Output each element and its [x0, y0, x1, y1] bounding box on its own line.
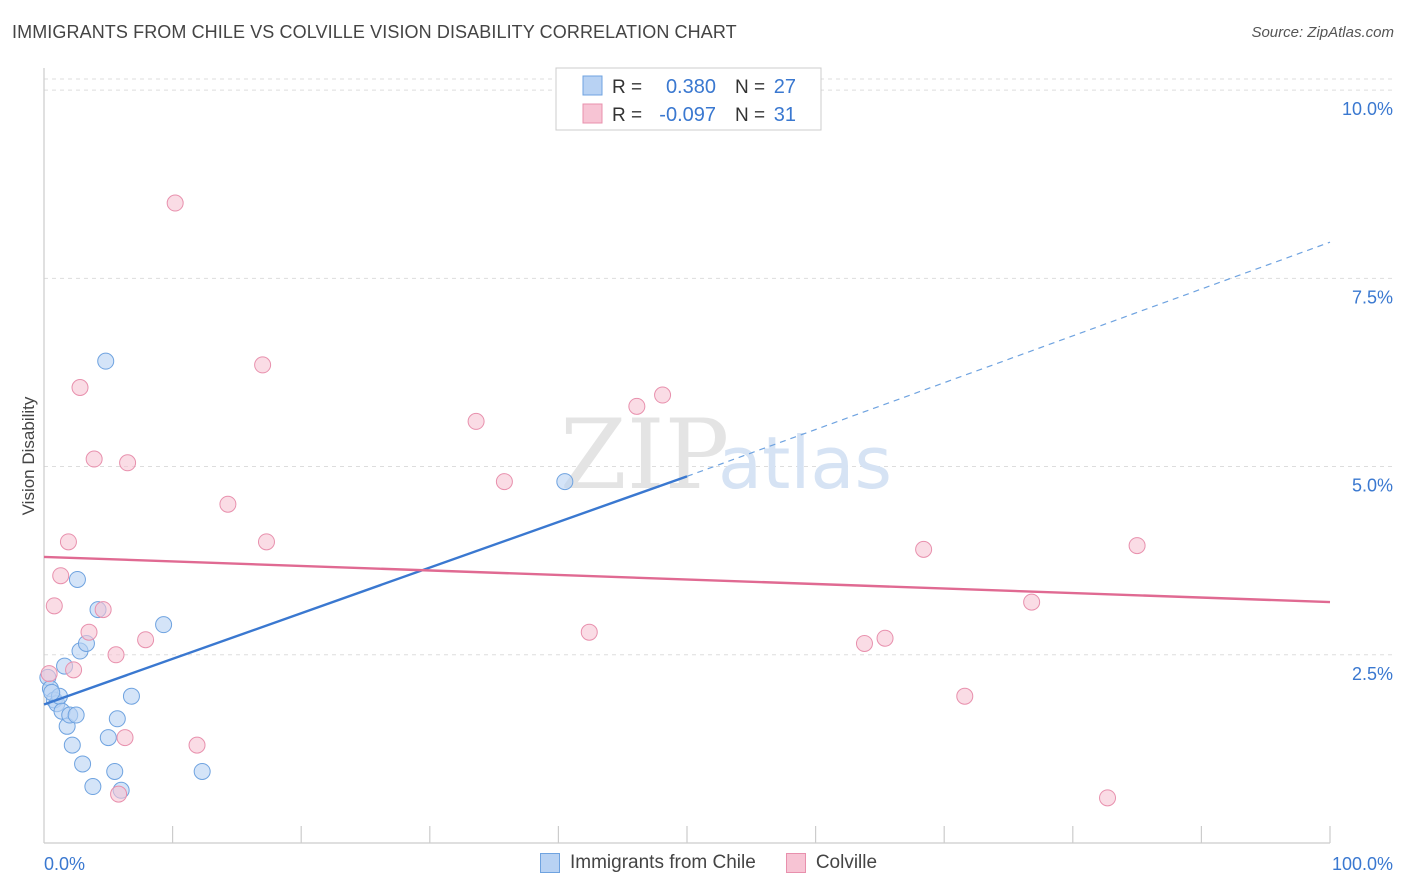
chile-point [108, 710, 126, 728]
chile-point [43, 683, 61, 701]
colville-point [85, 450, 103, 468]
watermark-zip: ZIP [560, 399, 729, 511]
x-tick-label-end: 100.0% [1332, 854, 1393, 874]
watermark-atlas: atlas [718, 421, 892, 505]
chile-point [67, 706, 85, 724]
data-points [39, 194, 1146, 807]
colville-point [876, 629, 894, 647]
axes: 2.5% 5.0% 7.5% 10.0% [43, 68, 1393, 844]
watermark: ZIP atlas [560, 399, 892, 511]
chile-point [556, 473, 574, 491]
colville-point [52, 567, 70, 585]
colville-point [1099, 789, 1117, 807]
colville-point [254, 356, 272, 374]
legend-item-colville: Colville [785, 852, 878, 874]
chart-title: IMMIGRANTS FROM CHILE VS COLVILLE VISION… [12, 22, 737, 42]
legend-r-value-blue: 0.380 [666, 76, 716, 98]
chile-trend-extension [686, 241, 1331, 477]
legend-swatch-chile [540, 853, 560, 873]
chile-point [106, 762, 124, 780]
y-tick-label: 7.5% [1352, 287, 1393, 307]
colville-point [116, 729, 134, 747]
colville-trend-line [43, 555, 1331, 604]
colville-point [80, 623, 98, 641]
chile-trend-line [43, 475, 688, 706]
legend-swatch-colville [785, 853, 806, 873]
colville-point [1128, 537, 1146, 555]
colville-point [59, 533, 77, 551]
chile-point [97, 352, 115, 370]
y-axis-label: Vision Disability [19, 396, 38, 515]
legend-swatch-pink [582, 103, 603, 124]
y-tick-label: 10.0% [1342, 99, 1393, 119]
colville-point [855, 634, 873, 652]
legend-box: R = 0.380 N = 27 R = -0.097 N = 31 [555, 67, 822, 131]
chile-point [193, 762, 211, 780]
colville-point [219, 495, 237, 513]
chile-point [63, 736, 81, 754]
colville-point [467, 412, 485, 430]
source-label: Source: ZipAtlas.com [1251, 24, 1394, 41]
colville-point [654, 386, 672, 404]
colville-point [71, 379, 89, 397]
colville-point [580, 623, 598, 641]
colville-point [107, 646, 125, 664]
colville-point [45, 597, 63, 615]
colville-point [915, 540, 933, 558]
colville-point [956, 687, 974, 705]
colville-point [65, 661, 83, 679]
colville-point [257, 533, 275, 551]
legend-n-value-pink: 31 [774, 104, 796, 126]
colville-point [166, 194, 184, 212]
legend-label-colville: Colville [815, 852, 878, 873]
colville-point [110, 785, 128, 803]
legend-r-value-pink: -0.097 [659, 104, 716, 126]
y-tick-label: 5.0% [1352, 476, 1393, 496]
colville-point [137, 631, 155, 649]
colville-point [40, 665, 58, 683]
chile-point [74, 755, 92, 773]
colville-point [1023, 593, 1041, 611]
x-tick-label-start: 0.0% [44, 854, 85, 874]
chile-point [99, 729, 117, 747]
chile-point [68, 570, 86, 588]
chile-point [84, 778, 102, 796]
chile-point [122, 687, 140, 705]
y-tick-label: 2.5% [1352, 664, 1393, 684]
chile-point [155, 616, 173, 634]
legend-item-chile: Immigrants from Chile [540, 852, 756, 874]
legend-n-label-pink: N = [735, 105, 765, 126]
legend-n-value-blue: 27 [774, 76, 796, 98]
colville-point [188, 736, 206, 754]
colville-point [94, 601, 112, 619]
grid-lines [44, 78, 1393, 656]
colville-point [495, 473, 513, 491]
legend-n-label-blue: N = [735, 77, 765, 98]
colville-point [628, 397, 646, 415]
trend-lines [43, 241, 1331, 706]
legend-label-chile: Immigrants from Chile [570, 852, 756, 873]
colville-point [119, 454, 137, 472]
series-legend: Immigrants from Chile Colville [540, 852, 907, 874]
legend-r-label-blue: R = [612, 77, 642, 98]
legend-r-label-pink: R = [612, 105, 642, 126]
legend-swatch-blue [582, 75, 603, 96]
